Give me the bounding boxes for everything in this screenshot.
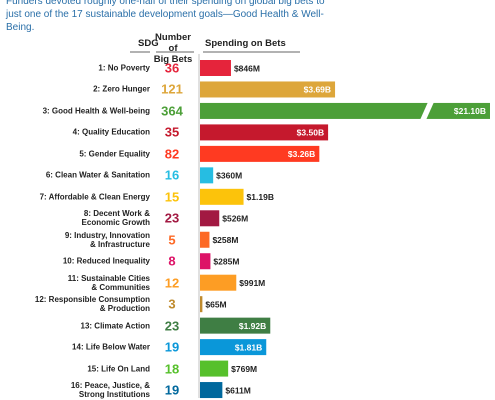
axis-break: [420, 101, 434, 120]
count-label: 19: [164, 339, 180, 355]
category-label: 4: Quality Education: [72, 127, 150, 137]
category-label: 5: Gender Equality: [79, 149, 150, 159]
value-label: $3.50B: [297, 128, 324, 138]
value-label: $769M: [231, 364, 257, 374]
count-label: 19: [164, 382, 180, 398]
bar: [200, 102, 490, 119]
bar: [200, 382, 223, 399]
bar: [200, 145, 320, 162]
category-label: 8: Decent Work & Economic Growth: [81, 209, 150, 228]
category-label: 15: Life On Land: [87, 364, 150, 374]
value-label: $65M: [205, 299, 226, 309]
count-label: 23: [164, 210, 180, 226]
value-label: $3.69B: [304, 85, 331, 95]
value-label: $21.10B: [454, 106, 486, 116]
bar: [200, 167, 214, 184]
value-label: $526M: [222, 214, 248, 224]
value-label: $258M: [212, 235, 238, 245]
category-label: 10: Reduced Inequality: [62, 256, 150, 266]
count-header: Number of Big Bets: [153, 32, 193, 65]
subtitle: Funders devoted roughly one-half of thei…: [6, 0, 325, 33]
count-label: 35: [164, 124, 180, 140]
category-label: 14: Life Below Water: [72, 342, 150, 352]
value-label: $1.19B: [247, 192, 274, 202]
bar: [200, 296, 203, 313]
category-label: 7: Affordable & Clean Energy: [39, 192, 150, 202]
category-label: 1: No Poverty: [98, 63, 150, 73]
spending-header: Spending on Bets: [205, 38, 286, 49]
bar: [200, 124, 329, 141]
count-label: 36: [164, 60, 180, 76]
bar: [200, 81, 336, 98]
bar: [200, 274, 237, 291]
category-label: 2: Zero Hunger: [93, 84, 150, 94]
value-label: $1.92B: [239, 321, 266, 331]
sdg-header: SDG: [138, 38, 159, 49]
category-label: 3: Good Health & Well-being: [42, 106, 150, 116]
category-label: 12: Responsible Consumption & Production: [34, 295, 150, 314]
bar: [200, 317, 271, 334]
bar: [200, 210, 220, 227]
bar: [200, 339, 267, 356]
count-label: 364: [161, 103, 183, 119]
value-label: $3.26B: [288, 149, 315, 159]
bar: [200, 188, 244, 205]
count-label: 16: [164, 167, 180, 183]
count-label: 15: [164, 189, 180, 205]
count-label: 23: [164, 318, 180, 334]
count-label: 82: [164, 146, 180, 162]
category-label: 6: Clean Water & Sanitation: [45, 170, 150, 180]
value-label: $360M: [216, 171, 242, 181]
count-label: 3: [168, 296, 176, 312]
count-label: 5: [168, 232, 176, 248]
value-label: $846M: [234, 63, 260, 73]
count-label: 18: [164, 361, 180, 377]
count-label: 8: [168, 253, 176, 269]
category-label: 11: Sustainable Cities & Communities: [67, 273, 150, 292]
category-label: 16: Peace, Justice, & Strong Institution…: [70, 381, 150, 400]
bar: [200, 231, 210, 248]
bar: [200, 60, 231, 76]
value-label: $1.81B: [235, 342, 262, 352]
bar: [200, 360, 229, 377]
value-label: $991M: [239, 278, 265, 288]
value-label: $285M: [213, 256, 239, 266]
count-label: 121: [161, 81, 183, 97]
category-label: 9: Industry, Innovation & Infrastructure: [64, 230, 150, 249]
value-label: $611M: [225, 385, 251, 395]
bar: [200, 253, 211, 270]
category-label: 13: Climate Action: [80, 321, 151, 331]
count-label: 12: [164, 275, 180, 291]
